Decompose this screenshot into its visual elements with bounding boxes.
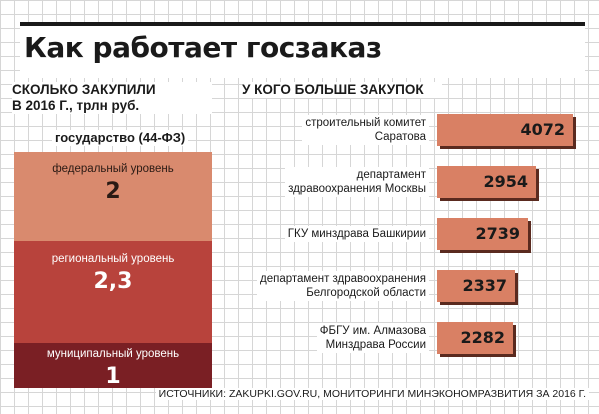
group-label: государство (44-ФЗ) (52, 130, 189, 146)
bar-category-label: ФБГУ им. Алмазова Минздрава России (316, 323, 429, 353)
bar-category-line: Минздрава России (325, 339, 426, 351)
bar-category-label: департамент здравоохранения Белгородской … (257, 271, 429, 301)
source-note: ИСТОЧНИКИ: ZAKUPKI.GOV.RU, МОНИТОРИНГИ М… (155, 388, 589, 400)
left-section-heading: СКОЛЬКО ЗАКУПИЛИ (12, 82, 212, 98)
stack-segment: федеральный уровень 2 (14, 152, 212, 241)
left-section-subheading: В 2016 Г., трлн руб. (12, 98, 212, 114)
segment-value: 2 (105, 178, 121, 204)
bar-category-line: здравоохранения Москвы (288, 183, 426, 195)
bar: 2282 (437, 322, 513, 354)
bar-category-line: Белгородской области (306, 287, 426, 299)
segment-label: региональный уровень (51, 253, 175, 266)
bar-category-line: департамент здравоохранения (260, 273, 426, 285)
bar: 2739 (437, 218, 528, 250)
right-section-heading: У КОГО БОЛЬШЕ ЗАКУПОК (242, 82, 442, 98)
stack-segment: региональный уровень 2,3 (14, 241, 212, 343)
bar: 4072 (437, 114, 573, 146)
bar-category-line: строительный комитет (305, 117, 426, 129)
segment-value: 1 (105, 364, 121, 390)
bar-category-line: ГКУ минздрава Башкирии (287, 228, 426, 240)
bar-category-line: Саратова (374, 131, 426, 143)
bar-value-label: 2282 (460, 328, 505, 347)
bar-category-label: строительный комитет Саратова (302, 115, 429, 145)
segment-label: федеральный уровень (52, 162, 174, 175)
bar-category-label: департамент здравоохранения Москвы (285, 167, 429, 197)
bar: 2954 (437, 166, 536, 198)
bar-category-label: ГКУ минздрава Башкирии (284, 226, 429, 242)
bar-category-line: ФБГУ им. Алмазова (319, 325, 426, 337)
stack-segment: муниципальный уровень 1 (14, 343, 212, 390)
bar-value-label: 2739 (475, 224, 520, 243)
bar-value-label: 4072 (520, 120, 565, 139)
bar-value-label: 2337 (462, 276, 507, 295)
bar: 2337 (437, 270, 515, 302)
segment-label: муниципальный уровень (46, 348, 180, 361)
page-title: Как работает госзаказ (20, 22, 585, 78)
bar-category-line: департамент (356, 169, 426, 181)
bar-value-label: 2954 (483, 172, 528, 191)
stacked-bar-chart: федеральный уровень 2 региональный уровень… (14, 152, 212, 390)
segment-value: 2,3 (93, 269, 133, 295)
